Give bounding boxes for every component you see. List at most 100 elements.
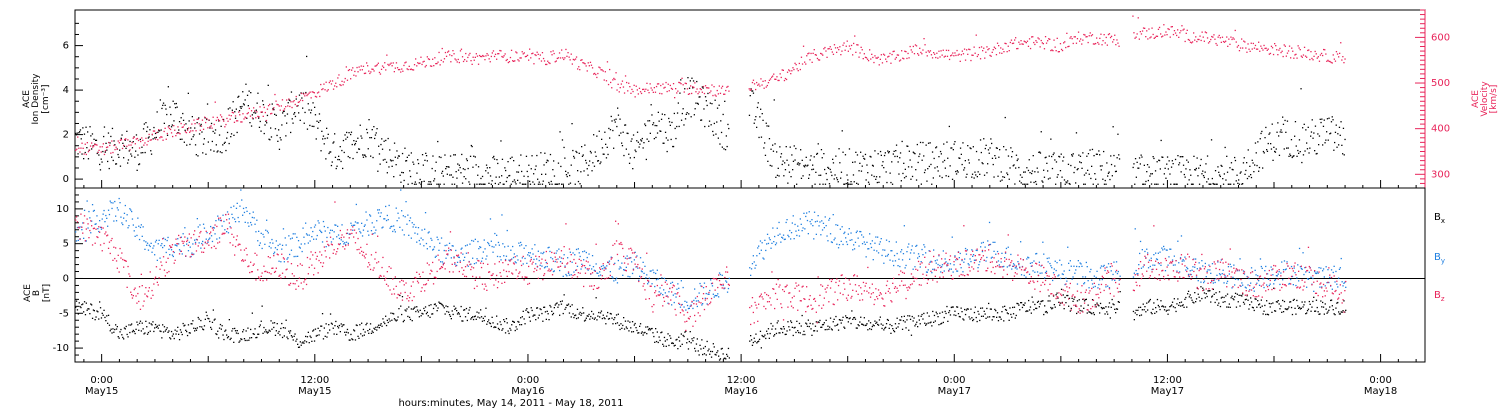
velocity-points-point xyxy=(889,53,890,54)
velocity-points-point xyxy=(870,58,871,59)
velocity-points-point xyxy=(538,54,539,55)
ion-density-points-point xyxy=(318,122,319,123)
bx-points-point xyxy=(998,320,999,321)
by-points-point xyxy=(602,268,603,269)
velocity-points-point xyxy=(1306,57,1307,58)
velocity-points-point xyxy=(1213,34,1214,35)
bx-points-point xyxy=(107,323,108,324)
ion-density-points-point xyxy=(257,103,258,104)
velocity-points-point xyxy=(78,148,79,149)
velocity-points-point xyxy=(959,54,960,55)
bx-points-point xyxy=(1271,312,1272,313)
velocity-points-point xyxy=(130,144,131,145)
ion-density-points-point xyxy=(212,141,213,142)
ion-density-points-point xyxy=(822,184,823,185)
velocity-points-point xyxy=(1158,29,1159,30)
bx-points-point xyxy=(344,332,345,333)
bx-points-point xyxy=(347,329,348,330)
velocity-points-point xyxy=(237,120,238,121)
ion-density-points-point xyxy=(1199,184,1200,185)
bx-points-point xyxy=(118,336,119,337)
ion-density-points-point xyxy=(1113,126,1114,127)
velocity-points-point xyxy=(654,87,655,88)
velocity-points-point xyxy=(217,117,218,118)
ion-density-points-point xyxy=(1055,184,1056,185)
by-points-point xyxy=(616,278,617,279)
bx-points-point xyxy=(932,311,933,312)
bx-points-point xyxy=(523,311,524,312)
velocity-points-point xyxy=(1028,46,1029,47)
ion-density-points-point xyxy=(1268,134,1269,135)
bx-points-point xyxy=(996,317,997,318)
bx-points-point xyxy=(234,328,235,329)
ion-density-points-point xyxy=(951,147,952,148)
by-points-point xyxy=(310,240,311,241)
bx-points-point xyxy=(897,318,898,319)
ion-density-points-point xyxy=(599,131,600,132)
bx-points-point xyxy=(909,315,910,316)
bx-points-point xyxy=(953,314,954,315)
by-points-point xyxy=(473,241,474,242)
bx-points-point xyxy=(300,341,301,342)
bx-points-point xyxy=(164,326,165,327)
velocity-points-point xyxy=(363,66,364,67)
bx-points-point xyxy=(544,307,545,308)
by-points-point xyxy=(151,252,152,253)
by-points-point xyxy=(430,238,431,239)
ion-density-points-point xyxy=(834,178,835,179)
bx-points-point xyxy=(84,301,85,302)
ion-density-points-point xyxy=(374,138,375,139)
bx-points-point xyxy=(551,311,552,312)
ion-density-points-point xyxy=(573,156,574,157)
bx-points-point xyxy=(226,334,227,335)
bx-points-point xyxy=(659,336,660,337)
velocity-points-point xyxy=(680,83,681,84)
ion-density-points-point xyxy=(420,184,421,185)
bx-points-point xyxy=(663,346,664,347)
ion-density-points-point xyxy=(131,155,132,156)
bx-points-point xyxy=(837,324,838,325)
by-points-point xyxy=(408,235,409,236)
bx-points-point xyxy=(177,327,178,328)
bx-points-point xyxy=(658,342,659,343)
ion-density-points-point xyxy=(993,176,994,177)
velocity-points-point xyxy=(351,70,352,71)
bx-points-point xyxy=(567,305,568,306)
ion-density-points-point xyxy=(794,145,795,146)
bx-points-point xyxy=(136,322,137,323)
ion-density-points-point xyxy=(712,131,713,132)
ion-density-points-point xyxy=(643,142,644,143)
velocity-points-point xyxy=(982,50,983,51)
ion-density-points-point xyxy=(699,96,700,97)
ion-density-points-point xyxy=(579,153,580,154)
ion-density-points-point xyxy=(1004,177,1005,178)
ion-density-points-point xyxy=(925,169,926,170)
velocity-points-point xyxy=(804,62,805,63)
ion-density-points-point xyxy=(300,120,301,121)
ion-density-points-point xyxy=(881,155,882,156)
ion-density-points-point xyxy=(824,169,825,170)
ion-density-points-point xyxy=(161,108,162,109)
ion-density-points-point xyxy=(977,176,978,177)
bx-points-point xyxy=(809,326,810,327)
ion-density-points-point xyxy=(605,144,606,145)
by-points-point xyxy=(278,245,279,246)
velocity-points-point xyxy=(458,59,459,60)
velocity-points-point xyxy=(1232,37,1233,38)
ion-density-points-point xyxy=(386,162,387,163)
bx-points-point xyxy=(322,313,323,314)
velocity-points-point xyxy=(188,127,189,128)
ion-density-points-point xyxy=(548,182,549,183)
velocity-points-point xyxy=(831,49,832,50)
bx-points-point xyxy=(175,330,176,331)
velocity-points-point xyxy=(849,45,850,46)
ion-density-points-point xyxy=(344,152,345,153)
velocity-points-point xyxy=(250,116,251,117)
velocity-points-point xyxy=(716,96,717,97)
bx-points-point xyxy=(508,330,509,331)
ion-density-points-point xyxy=(558,163,559,164)
ion-density-points-point xyxy=(606,157,607,158)
bx-points-point xyxy=(925,325,926,326)
ion-density-points-point xyxy=(1196,168,1197,169)
velocity-points-point xyxy=(139,147,140,148)
